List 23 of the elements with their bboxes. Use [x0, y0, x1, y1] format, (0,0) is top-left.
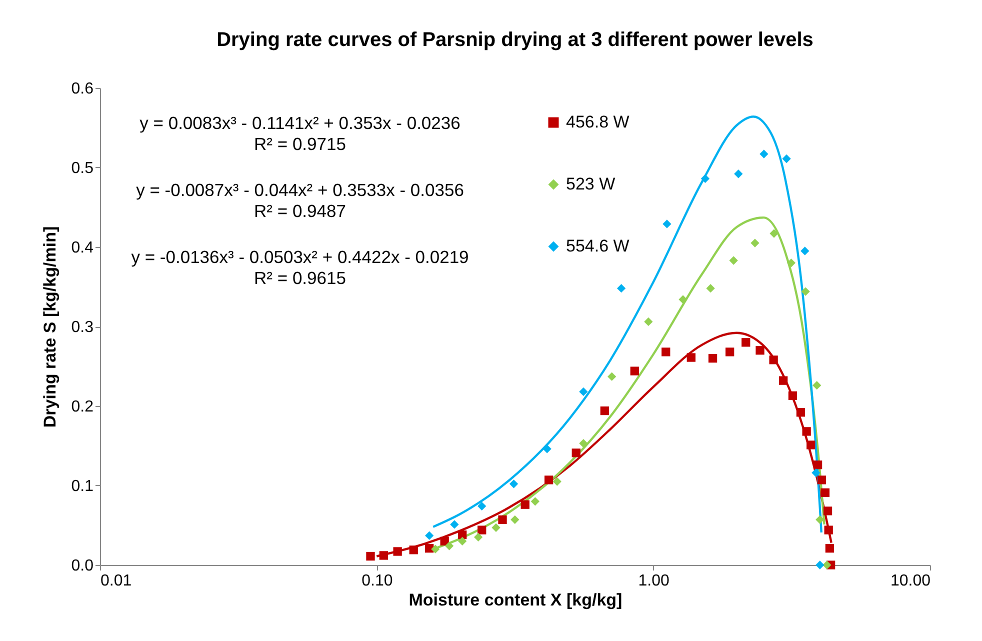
annotation: y = -0.0087x³ - 0.044x² + 0.3533x - 0.0356: [136, 180, 464, 200]
annotation: y = -0.0136x³ - 0.0503x² + 0.4422x - 0.0219: [131, 247, 469, 267]
annotation: R² = 0.9487: [254, 201, 346, 221]
x-tick-label: 0.01: [100, 572, 132, 590]
y-axis-title: Drying rate S [kg/kg/min]: [40, 226, 60, 428]
y-tick-label: 0.3: [71, 319, 94, 336]
legend-label: 523 W: [566, 174, 616, 194]
x-tick-label: 1.00: [638, 572, 670, 590]
y-tick-label: 0.5: [71, 160, 94, 177]
y-tick-label: 0.0: [71, 558, 94, 574]
y-tick-label: 0.2: [71, 398, 94, 416]
x-tick-label: 0.10: [362, 572, 393, 590]
y-tick-label: 0.1: [71, 478, 94, 495]
y-tick-label: 0.4: [71, 240, 94, 256]
legend-label: 456.8 W: [566, 112, 630, 132]
annotation: R² = 0.9615: [254, 268, 346, 288]
x-tick-label: 10.00: [890, 572, 931, 590]
legend-label: 554.6 W: [566, 236, 630, 256]
annotation: R² = 0.9715: [254, 134, 346, 154]
y-tick-label: 0.6: [71, 80, 94, 98]
chart-title: Drying rate curves of Parsnip drying at 3 different power levels: [216, 29, 814, 51]
x-axis-title: Moisture content X [kg/kg]: [408, 590, 622, 610]
annotation: y = 0.0083x³ - 0.1141x² + 0.353x - 0.0236: [140, 113, 460, 133]
